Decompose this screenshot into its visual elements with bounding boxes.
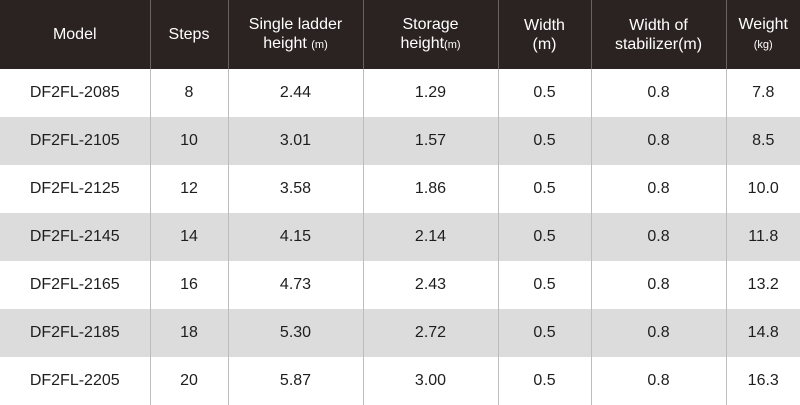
header-single-ladder-height-line1: Single ladder bbox=[248, 15, 343, 33]
table-row: DF2FL-2205 20 5.87 3.00 0.5 0.8 16.3 bbox=[0, 357, 800, 405]
header-steps: Steps bbox=[150, 0, 229, 69]
cell-storage-height: 1.29 bbox=[363, 69, 499, 117]
cell-single-height: 5.30 bbox=[228, 309, 364, 357]
cell-steps: 14 bbox=[150, 213, 229, 261]
cell-steps: 8 bbox=[150, 69, 229, 117]
cell-model: DF2FL-2165 bbox=[0, 261, 151, 309]
cell-width: 0.5 bbox=[498, 309, 592, 357]
cell-single-height: 2.44 bbox=[228, 69, 364, 117]
header-stabilizer-width-unit: (m) bbox=[678, 35, 703, 53]
header-row: Model Steps Single ladder height (m) Sto… bbox=[0, 0, 800, 69]
cell-stabilizer-width: 0.8 bbox=[591, 69, 727, 117]
cell-weight: 14.8 bbox=[726, 309, 800, 357]
table-body: DF2FL-2085 8 2.44 1.29 0.5 0.8 7.8 DF2FL… bbox=[0, 69, 800, 405]
header-storage-height: Storage height(m) bbox=[363, 0, 499, 69]
cell-storage-height: 1.86 bbox=[363, 165, 499, 213]
table-row: DF2FL-2165 16 4.73 2.43 0.5 0.8 13.2 bbox=[0, 261, 800, 309]
cell-width: 0.5 bbox=[498, 261, 592, 309]
cell-single-height: 3.58 bbox=[228, 165, 364, 213]
header-weight: Weight (kg) bbox=[726, 0, 800, 69]
header-single-ladder-height: Single ladder height (m) bbox=[228, 0, 364, 69]
header-single-ladder-height-unit: (m) bbox=[311, 38, 328, 51]
cell-stabilizer-width: 0.8 bbox=[591, 357, 727, 405]
cell-storage-height: 1.57 bbox=[363, 117, 499, 165]
cell-storage-height: 3.00 bbox=[363, 357, 499, 405]
table-row: DF2FL-2125 12 3.58 1.86 0.5 0.8 10.0 bbox=[0, 165, 800, 213]
table-row: DF2FL-2105 10 3.01 1.57 0.5 0.8 8.5 bbox=[0, 117, 800, 165]
cell-storage-height: 2.14 bbox=[363, 213, 499, 261]
cell-steps: 16 bbox=[150, 261, 229, 309]
cell-weight: 11.8 bbox=[726, 213, 800, 261]
cell-stabilizer-width: 0.8 bbox=[591, 309, 727, 357]
cell-stabilizer-width: 0.8 bbox=[591, 213, 727, 261]
table-header: Model Steps Single ladder height (m) Sto… bbox=[0, 0, 800, 69]
cell-weight: 10.0 bbox=[726, 165, 800, 213]
header-storage-height-unit: (m) bbox=[444, 38, 461, 51]
header-single-ladder-height-line2: height bbox=[263, 34, 307, 52]
header-width-line1: Width bbox=[524, 16, 565, 34]
cell-model: DF2FL-2125 bbox=[0, 165, 151, 213]
cell-stabilizer-width: 0.8 bbox=[591, 117, 727, 165]
cell-model: DF2FL-2145 bbox=[0, 213, 151, 261]
cell-weight: 16.3 bbox=[726, 357, 800, 405]
table-row: DF2FL-2185 18 5.30 2.72 0.5 0.8 14.8 bbox=[0, 309, 800, 357]
cell-width: 0.5 bbox=[498, 69, 592, 117]
cell-steps: 12 bbox=[150, 165, 229, 213]
cell-steps: 10 bbox=[150, 117, 229, 165]
cell-width: 0.5 bbox=[498, 357, 592, 405]
header-steps-label: Steps bbox=[168, 26, 210, 43]
cell-single-height: 4.15 bbox=[228, 213, 364, 261]
cell-storage-height: 2.72 bbox=[363, 309, 499, 357]
cell-single-height: 4.73 bbox=[228, 261, 364, 309]
cell-model: DF2FL-2185 bbox=[0, 309, 151, 357]
cell-width: 0.5 bbox=[498, 213, 592, 261]
cell-model: DF2FL-2205 bbox=[0, 357, 151, 405]
header-storage-height-line1: Storage bbox=[402, 15, 459, 33]
header-width-unit: (m) bbox=[532, 35, 557, 53]
table-row: DF2FL-2085 8 2.44 1.29 0.5 0.8 7.8 bbox=[0, 69, 800, 117]
cell-model: DF2FL-2085 bbox=[0, 69, 151, 117]
header-stabilizer-width: Width of stabilizer(m) bbox=[591, 0, 727, 69]
cell-single-height: 3.01 bbox=[228, 117, 364, 165]
cell-weight: 13.2 bbox=[726, 261, 800, 309]
header-width: Width (m) bbox=[498, 0, 592, 69]
table-row: DF2FL-2145 14 4.15 2.14 0.5 0.8 11.8 bbox=[0, 213, 800, 261]
cell-stabilizer-width: 0.8 bbox=[591, 165, 727, 213]
cell-single-height: 5.87 bbox=[228, 357, 364, 405]
header-weight-unit: (kg) bbox=[753, 38, 773, 51]
cell-stabilizer-width: 0.8 bbox=[591, 261, 727, 309]
cell-steps: 20 bbox=[150, 357, 229, 405]
header-weight-line1: Weight bbox=[738, 15, 788, 33]
header-stabilizer-width-line2: stabilizer bbox=[614, 35, 679, 53]
cell-storage-height: 2.43 bbox=[363, 261, 499, 309]
header-storage-height-line2: height bbox=[400, 34, 445, 52]
header-model-label: Model bbox=[52, 26, 97, 43]
cell-steps: 18 bbox=[150, 309, 229, 357]
cell-width: 0.5 bbox=[498, 165, 592, 213]
cell-model: DF2FL-2105 bbox=[0, 117, 151, 165]
cell-weight: 8.5 bbox=[726, 117, 800, 165]
cell-weight: 7.8 bbox=[726, 69, 800, 117]
header-stabilizer-width-line1: Width of bbox=[629, 16, 688, 34]
header-model: Model bbox=[0, 0, 151, 69]
cell-width: 0.5 bbox=[498, 117, 592, 165]
